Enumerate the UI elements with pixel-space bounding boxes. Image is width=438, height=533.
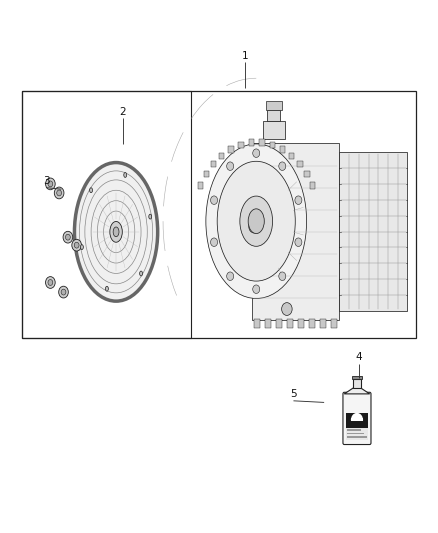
Text: 1: 1: [242, 51, 249, 61]
Circle shape: [72, 239, 81, 251]
Bar: [219, 152, 224, 159]
Circle shape: [279, 272, 286, 280]
Bar: [270, 142, 275, 148]
Ellipse shape: [113, 227, 119, 237]
Circle shape: [282, 303, 292, 316]
Bar: [267, 110, 280, 121]
Bar: [266, 101, 282, 110]
Ellipse shape: [217, 161, 295, 281]
Circle shape: [59, 286, 68, 298]
Bar: [351, 418, 363, 422]
Bar: [22, 91, 416, 338]
Bar: [254, 319, 260, 328]
Circle shape: [211, 238, 218, 246]
Circle shape: [63, 231, 73, 243]
Bar: [310, 182, 315, 189]
Circle shape: [253, 149, 260, 157]
Circle shape: [46, 178, 55, 190]
Bar: [346, 429, 368, 440]
Bar: [331, 319, 337, 328]
Ellipse shape: [140, 271, 142, 276]
Ellipse shape: [248, 209, 264, 233]
Circle shape: [279, 162, 286, 171]
Circle shape: [211, 196, 218, 205]
Bar: [347, 433, 364, 434]
Ellipse shape: [149, 214, 152, 219]
Circle shape: [48, 279, 53, 286]
Bar: [252, 143, 339, 320]
Bar: [238, 142, 244, 148]
Circle shape: [61, 289, 66, 295]
Bar: [309, 319, 315, 328]
Bar: [211, 161, 216, 167]
Circle shape: [295, 238, 302, 246]
Ellipse shape: [110, 222, 122, 242]
Bar: [352, 376, 362, 379]
Bar: [249, 140, 254, 146]
Bar: [347, 437, 367, 438]
Circle shape: [74, 242, 79, 248]
Text: 4: 4: [356, 352, 363, 362]
Bar: [347, 429, 361, 431]
Circle shape: [48, 181, 53, 187]
Circle shape: [54, 187, 64, 199]
Bar: [289, 152, 294, 159]
Bar: [353, 379, 361, 388]
Bar: [280, 146, 285, 152]
Circle shape: [253, 285, 260, 294]
Bar: [297, 161, 303, 167]
Circle shape: [243, 213, 265, 240]
Bar: [287, 319, 293, 328]
Circle shape: [46, 277, 55, 288]
Text: 3: 3: [42, 176, 49, 186]
Text: 2: 2: [119, 107, 126, 117]
Bar: [304, 171, 310, 177]
Circle shape: [227, 162, 234, 171]
Circle shape: [249, 220, 259, 233]
Bar: [263, 121, 285, 140]
Polygon shape: [344, 388, 370, 394]
Ellipse shape: [206, 144, 307, 298]
Bar: [298, 319, 304, 328]
Circle shape: [295, 196, 302, 205]
Bar: [228, 146, 233, 152]
Ellipse shape: [106, 286, 108, 291]
Bar: [22, 91, 191, 338]
Ellipse shape: [90, 188, 92, 192]
Bar: [259, 140, 265, 146]
Wedge shape: [351, 413, 363, 421]
Circle shape: [57, 190, 61, 196]
Bar: [339, 152, 407, 311]
Bar: [276, 319, 282, 328]
Ellipse shape: [81, 245, 83, 249]
Bar: [204, 171, 209, 177]
Bar: [346, 413, 368, 429]
Circle shape: [227, 272, 234, 280]
Text: 5: 5: [290, 390, 297, 399]
Ellipse shape: [74, 163, 158, 301]
Bar: [320, 319, 326, 328]
FancyBboxPatch shape: [343, 392, 371, 445]
Circle shape: [65, 235, 70, 240]
Ellipse shape: [240, 196, 272, 246]
Bar: [198, 182, 203, 189]
Bar: [265, 319, 271, 328]
Ellipse shape: [124, 173, 127, 177]
